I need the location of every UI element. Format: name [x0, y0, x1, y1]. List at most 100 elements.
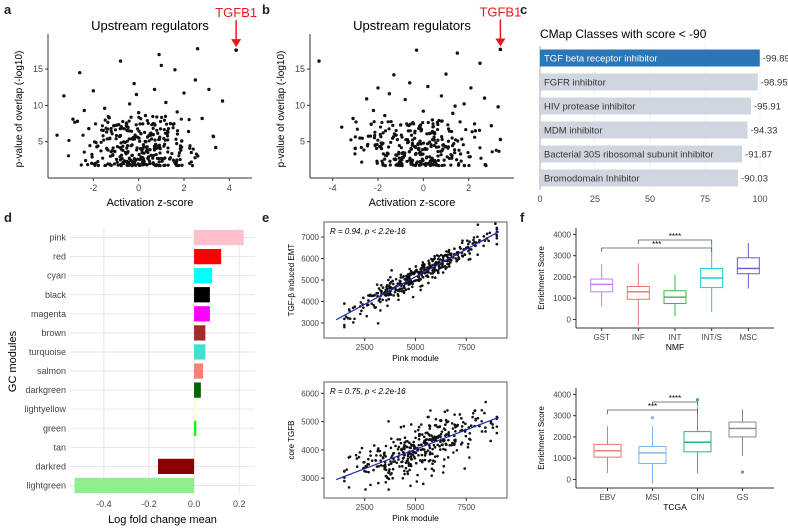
data-point — [427, 415, 430, 419]
y-tick-label: lightgreen — [26, 480, 66, 490]
data-point — [438, 266, 441, 270]
data-point — [67, 138, 71, 143]
data-point — [414, 451, 417, 454]
data-point — [440, 430, 444, 433]
data-point — [485, 232, 489, 236]
data-point — [420, 443, 423, 447]
data-point — [400, 135, 404, 139]
data-point — [458, 120, 462, 124]
data-point — [372, 304, 375, 307]
data-point — [397, 458, 400, 461]
x-tick-label: INT/S — [701, 333, 721, 342]
significance-bracket — [601, 247, 713, 252]
y-tick-label: tan — [53, 442, 66, 452]
data-point — [139, 131, 143, 136]
data-point — [82, 150, 86, 154]
data-point — [464, 434, 468, 438]
data-point — [420, 148, 425, 152]
data-point — [191, 147, 195, 151]
data-point — [447, 265, 451, 268]
data-point — [435, 435, 438, 439]
data-point — [146, 150, 150, 155]
data-point — [398, 159, 403, 163]
data-point — [115, 145, 120, 149]
y-tick-label: 15 — [33, 64, 43, 74]
data-point — [162, 128, 166, 132]
x-tick-label: 100 — [752, 194, 767, 204]
data-point — [446, 456, 450, 459]
y-tick-label: 3000 — [301, 474, 319, 483]
bar — [194, 325, 206, 341]
data-point — [431, 275, 434, 279]
x-tick-label: MSI — [645, 493, 659, 502]
data-point — [154, 152, 158, 157]
data-point — [388, 468, 391, 471]
data-point — [112, 124, 116, 128]
data-point — [436, 149, 440, 154]
data-point — [467, 163, 471, 168]
data-point — [379, 135, 383, 139]
x-tick-label: CIN — [691, 493, 705, 502]
data-point — [116, 163, 120, 167]
data-point — [362, 148, 366, 152]
data-point — [444, 144, 448, 148]
data-point — [405, 445, 409, 449]
data-point — [119, 162, 123, 167]
data-point — [113, 128, 118, 132]
data-point — [127, 102, 132, 106]
data-point — [434, 423, 438, 427]
data-point — [118, 158, 122, 162]
data-point — [220, 99, 225, 103]
data-point — [372, 444, 376, 447]
data-point — [491, 426, 495, 430]
data-point — [387, 284, 391, 288]
data-point — [376, 86, 380, 90]
data-point — [460, 241, 464, 245]
bar — [540, 121, 748, 139]
data-point — [388, 163, 392, 167]
data-point — [82, 108, 86, 113]
data-point — [410, 138, 415, 142]
x-tick-label: -0.4 — [96, 499, 112, 509]
data-point — [353, 305, 357, 308]
data-point — [410, 458, 413, 461]
data-point — [468, 431, 472, 435]
data-point — [385, 299, 388, 302]
data-point — [418, 459, 422, 462]
upstream-regulators-scatter-a: Upstream regulators 5 10 15 -2 0 2 4 Activation … — [14, 5, 257, 209]
data-point — [130, 160, 135, 164]
x-axis-label: TCGA — [663, 502, 687, 512]
data-point — [405, 274, 408, 278]
data-point — [421, 276, 425, 279]
data-point — [442, 464, 446, 468]
data-point — [445, 421, 449, 424]
data-point — [125, 151, 130, 155]
data-point — [379, 300, 382, 304]
data-point — [434, 141, 438, 145]
data-point — [411, 295, 415, 299]
data-point — [495, 226, 499, 230]
data-point — [396, 438, 399, 441]
y-tick-label: 15 — [295, 64, 305, 74]
data-point — [433, 446, 437, 449]
data-point — [424, 438, 428, 442]
data-point — [366, 303, 370, 306]
data-point — [416, 142, 420, 146]
data-point — [392, 73, 396, 77]
data-point — [423, 454, 427, 457]
data-point — [397, 452, 401, 455]
data-point — [430, 129, 435, 134]
data-point — [405, 122, 409, 126]
data-point — [388, 159, 392, 163]
y-tick-label: pink — [49, 233, 66, 243]
data-point — [479, 156, 483, 160]
x-tick-label: INT — [669, 333, 682, 342]
data-point — [455, 448, 459, 452]
data-point — [364, 470, 368, 473]
data-point — [387, 463, 391, 466]
bar — [540, 145, 743, 163]
data-point — [423, 440, 427, 444]
tgfb1-annotation: TGFB1 — [215, 5, 257, 20]
data-point — [430, 467, 434, 471]
data-point — [114, 137, 118, 141]
